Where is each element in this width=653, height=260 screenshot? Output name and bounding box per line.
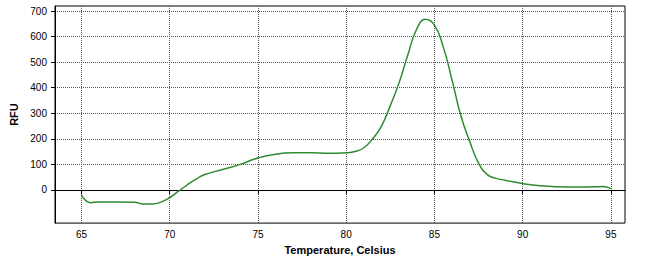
svg-text:600: 600	[30, 31, 47, 42]
svg-text:100: 100	[30, 159, 47, 170]
svg-text:500: 500	[30, 57, 47, 68]
svg-text:70: 70	[164, 229, 176, 240]
svg-text:200: 200	[30, 133, 47, 144]
svg-text:400: 400	[30, 82, 47, 93]
svg-text:90: 90	[517, 229, 529, 240]
svg-text:0: 0	[41, 184, 47, 195]
svg-text:75: 75	[252, 229, 264, 240]
svg-text:700: 700	[30, 6, 47, 17]
svg-text:Temperature, Celsius: Temperature, Celsius	[284, 244, 395, 256]
svg-text:300: 300	[30, 108, 47, 119]
svg-text:80: 80	[341, 229, 353, 240]
svg-text:65: 65	[76, 229, 88, 240]
svg-text:85: 85	[429, 229, 441, 240]
svg-text:95: 95	[605, 229, 617, 240]
svg-text:RFU: RFU	[8, 103, 20, 126]
